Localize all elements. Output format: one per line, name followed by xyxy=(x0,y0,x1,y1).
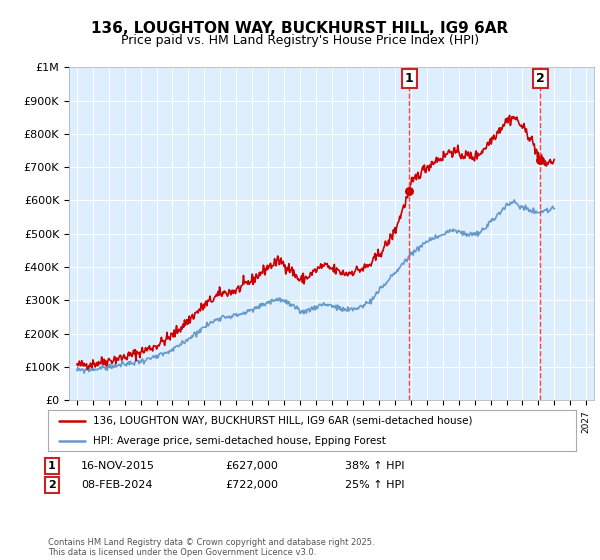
Text: 38% ↑ HPI: 38% ↑ HPI xyxy=(345,461,404,471)
Text: 16-NOV-2015: 16-NOV-2015 xyxy=(81,461,155,471)
Text: £627,000: £627,000 xyxy=(225,461,278,471)
Text: 136, LOUGHTON WAY, BUCKHURST HILL, IG9 6AR: 136, LOUGHTON WAY, BUCKHURST HILL, IG9 6… xyxy=(91,21,509,36)
Point xyxy=(404,187,414,196)
Text: 08-FEB-2024: 08-FEB-2024 xyxy=(81,480,152,490)
Text: 2: 2 xyxy=(48,480,55,490)
Text: 2: 2 xyxy=(536,72,545,85)
Text: 136, LOUGHTON WAY, BUCKHURST HILL, IG9 6AR (semi-detached house): 136, LOUGHTON WAY, BUCKHURST HILL, IG9 6… xyxy=(93,416,472,426)
Text: 25% ↑ HPI: 25% ↑ HPI xyxy=(345,480,404,490)
Point xyxy=(535,155,545,164)
Text: HPI: Average price, semi-detached house, Epping Forest: HPI: Average price, semi-detached house,… xyxy=(93,436,386,446)
Text: £722,000: £722,000 xyxy=(225,480,278,490)
Text: 1: 1 xyxy=(48,461,55,471)
Text: 1: 1 xyxy=(405,72,413,85)
Text: Price paid vs. HM Land Registry's House Price Index (HPI): Price paid vs. HM Land Registry's House … xyxy=(121,34,479,46)
Text: Contains HM Land Registry data © Crown copyright and database right 2025.
This d: Contains HM Land Registry data © Crown c… xyxy=(48,538,374,557)
